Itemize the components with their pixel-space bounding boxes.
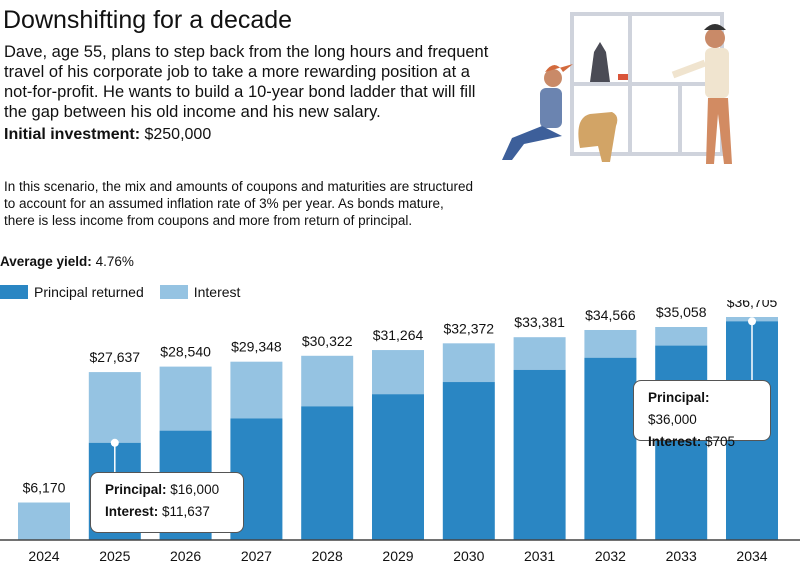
illustration-dave-animal-shelter	[502, 12, 732, 164]
total-label-2031: $33,381	[514, 314, 565, 330]
x-tick-2029: 2029	[382, 548, 413, 564]
x-tick-2026: 2026	[170, 548, 201, 564]
x-tick-2030: 2030	[453, 548, 484, 564]
bar-principal-2029	[372, 394, 424, 540]
legend-label-interest: Interest	[193, 284, 241, 300]
bar-interest-2030	[442, 343, 495, 383]
total-label-2026: $28,540	[160, 344, 211, 360]
x-tick-2031: 2031	[524, 548, 555, 564]
yield-label: Average yield:	[0, 254, 92, 269]
total-label-2025: $27,637	[89, 349, 140, 365]
tooltip-interest-value: $11,637	[162, 504, 210, 519]
x-tick-2034: 2034	[736, 548, 767, 564]
tooltip-dot	[748, 317, 756, 326]
page-title: Downshifting for a decade	[3, 6, 293, 34]
tooltip-2025: Principal: $16,000 Interest: $11,637	[90, 472, 244, 533]
investment-label: Initial investment:	[4, 126, 141, 143]
bar-principal-2031	[513, 369, 566, 540]
legend: Principal returned Interest	[0, 284, 240, 300]
total-label-2033: $35,058	[656, 304, 707, 320]
bar-interest-2029	[372, 350, 424, 395]
tooltip-interest-value: $705	[705, 434, 736, 449]
legend-swatch-principal	[0, 285, 28, 299]
total-label-2032: $34,566	[585, 307, 636, 323]
bar-interest-2028	[301, 355, 354, 407]
total-label-2027: $29,348	[231, 339, 282, 355]
tooltip-principal-label: Principal:	[105, 482, 167, 497]
x-tick-2033: 2033	[666, 548, 697, 564]
bar-interest-2024	[18, 502, 70, 540]
tooltip-interest-label: Interest:	[105, 504, 159, 519]
tooltip-interest-label: Interest:	[648, 434, 702, 449]
bar-interest-2025	[88, 372, 141, 443]
legend-swatch-interest	[159, 285, 188, 299]
total-label-2034: $36,705	[727, 300, 778, 310]
bar-principal-2030	[442, 382, 495, 540]
total-label-2024: $6,170	[23, 480, 66, 496]
total-label-2030: $32,372	[443, 320, 494, 336]
total-label-2028: $30,322	[302, 333, 353, 349]
bar-interest-2032	[584, 329, 637, 358]
x-tick-2028: 2028	[312, 548, 343, 564]
scenario-text: In this scenario, the mix and amounts of…	[4, 179, 473, 228]
average-yield: Average yield: 4.76%	[0, 254, 134, 269]
legend-label-principal: Principal returned	[34, 284, 144, 300]
investment-value: $250,000	[144, 126, 212, 143]
intro-text: Dave, age 55, plans to step back from th…	[4, 43, 489, 121]
tooltip-principal-value: $36,000	[648, 412, 697, 427]
bar-interest-2027	[230, 361, 283, 419]
initial-investment: Initial investment: $250,000	[4, 126, 211, 144]
total-label-2029: $31,264	[373, 327, 424, 343]
x-tick-2024: 2024	[28, 548, 59, 564]
bar-interest-2026	[159, 366, 212, 431]
bar-principal-2032	[584, 357, 637, 540]
x-tick-2032: 2032	[595, 548, 626, 564]
bar-interest-2033	[655, 327, 708, 346]
bar-interest-2031	[513, 337, 566, 370]
tooltip-dot	[110, 438, 119, 447]
yield-value: 4.76%	[95, 254, 134, 269]
bar-principal-2028	[301, 406, 354, 540]
cat-icon	[590, 42, 610, 82]
tooltip-2034: Principal: $36,000 Interest: $705	[633, 380, 771, 449]
x-tick-2025: 2025	[99, 548, 130, 564]
bar-principal-2033	[655, 345, 708, 540]
tooltip-principal-label: Principal:	[648, 390, 710, 405]
tooltip-principal-value: $16,000	[170, 482, 220, 497]
x-tick-2027: 2027	[241, 548, 272, 564]
dog-icon	[578, 112, 618, 162]
